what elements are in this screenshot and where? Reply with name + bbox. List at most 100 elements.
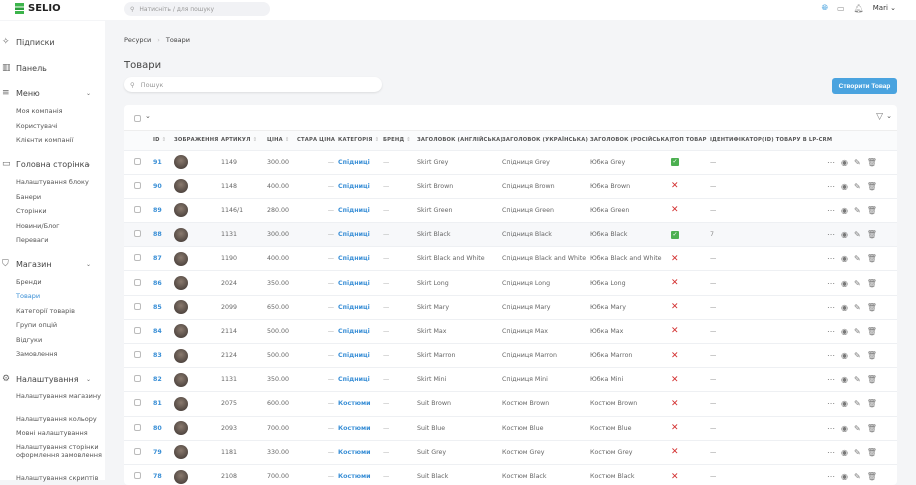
- create-product-button[interactable]: Створити Товар: [832, 78, 897, 94]
- category-link[interactable]: Спідниці: [338, 327, 370, 335]
- delete-icon[interactable]: 🗑︎: [866, 254, 877, 264]
- row-checkbox[interactable]: [134, 326, 141, 334]
- table-row[interactable]: 87 1190 400.00 — Спідниці — Skirt Black …: [124, 246, 897, 271]
- chevron-down-icon[interactable]: ⌄: [86, 161, 92, 168]
- sidebar-subitem[interactable]: Налаштування магазину: [16, 392, 101, 400]
- category-link[interactable]: Спідниці: [338, 158, 370, 166]
- more-icon[interactable]: ⋯: [827, 351, 835, 361]
- delete-icon[interactable]: 🗑︎: [866, 157, 877, 167]
- view-icon[interactable]: ◉: [841, 447, 848, 457]
- view-icon[interactable]: ◉: [841, 399, 848, 409]
- delete-icon[interactable]: 🗑︎: [866, 181, 877, 191]
- chevron-down-icon[interactable]: ⌄: [86, 376, 92, 383]
- category-link[interactable]: Спідниці: [338, 352, 370, 360]
- edit-icon[interactable]: ✎: [853, 351, 861, 361]
- sidebar-subitem[interactable]: Налаштування скриптів: [16, 474, 99, 482]
- view-icon[interactable]: ◉: [841, 181, 848, 191]
- more-icon[interactable]: ⋯: [827, 181, 835, 191]
- row-checkbox[interactable]: [134, 278, 141, 286]
- column-header[interactable]: ЦІНА ⇕: [267, 131, 297, 150]
- sidebar-subitem[interactable]: Сторінки: [16, 207, 47, 215]
- edit-icon[interactable]: ✎: [853, 399, 861, 409]
- more-icon[interactable]: ⋯: [827, 472, 835, 482]
- table-row[interactable]: 78 2108 700.00 — Костюми — Suit Black Ко…: [124, 463, 897, 485]
- product-id-link[interactable]: 86: [153, 279, 162, 287]
- more-icon[interactable]: ⋯: [827, 254, 835, 264]
- row-checkbox[interactable]: [134, 205, 141, 213]
- category-link[interactable]: Спідниці: [338, 376, 370, 384]
- row-checkbox[interactable]: [134, 302, 141, 310]
- sidebar-item-menu[interactable]: Меню: [16, 89, 40, 98]
- row-checkbox[interactable]: [134, 423, 141, 431]
- table-row[interactable]: 82 1131 350.00 — Спідниці — Skirt Mini С…: [124, 367, 897, 392]
- chevron-down-icon[interactable]: ⌄: [886, 112, 892, 120]
- chevron-down-icon[interactable]: ⌄: [145, 112, 151, 120]
- column-header[interactable]: ID ⇕: [153, 131, 174, 150]
- delete-icon[interactable]: 🗑︎: [866, 423, 877, 433]
- category-link[interactable]: Спідниці: [338, 303, 370, 311]
- sort-icon[interactable]: ⇕: [406, 137, 411, 144]
- more-icon[interactable]: ⋯: [827, 447, 835, 457]
- category-link[interactable]: Костюми: [338, 400, 371, 408]
- delete-icon[interactable]: 🗑︎: [866, 230, 877, 240]
- category-link[interactable]: Спідниці: [338, 182, 370, 190]
- product-id-link[interactable]: 83: [153, 352, 162, 360]
- product-id-link[interactable]: 82: [153, 376, 162, 384]
- user-menu[interactable]: Mari ⌄: [873, 4, 896, 12]
- view-icon[interactable]: ◉: [841, 351, 848, 361]
- sidebar-subitem[interactable]: Користувачі: [16, 122, 58, 130]
- edit-icon[interactable]: ✎: [853, 181, 861, 191]
- sidebar-subitem[interactable]: Налаштування сторінки оформлення замовле…: [16, 443, 102, 459]
- more-icon[interactable]: ⋯: [827, 157, 835, 167]
- product-id-link[interactable]: 78: [153, 473, 162, 481]
- table-row[interactable]: 80 2093 700.00 — Костюми — Suit Blue Кос…: [124, 415, 897, 441]
- view-icon[interactable]: ◉: [841, 375, 848, 385]
- edit-icon[interactable]: ✎: [853, 326, 861, 336]
- sidebar-subitem[interactable]: Бренди: [16, 278, 42, 286]
- column-header[interactable]: АРТИКУЛ ⇕: [221, 131, 267, 150]
- row-checkbox[interactable]: [134, 254, 141, 262]
- delete-icon[interactable]: 🗑︎: [866, 447, 877, 457]
- row-checkbox[interactable]: [134, 351, 141, 359]
- delete-icon[interactable]: 🗑︎: [866, 472, 877, 482]
- view-icon[interactable]: ◉: [841, 254, 848, 264]
- select-all-checkbox[interactable]: [134, 115, 141, 122]
- table-row[interactable]: 79 1181 330.00 — Костюми — Suit Grey Кос…: [124, 439, 897, 465]
- sidebar-subitem[interactable]: Категорії товарів: [16, 307, 75, 315]
- view-icon[interactable]: ◉: [841, 423, 848, 433]
- category-link[interactable]: Спідниці: [338, 206, 370, 214]
- sidebar-subitem[interactable]: Переваги: [16, 236, 49, 244]
- row-checkbox[interactable]: [134, 181, 141, 189]
- column-header[interactable]: БРЕНД ⇕: [383, 131, 417, 150]
- edit-icon[interactable]: ✎: [853, 230, 861, 240]
- sort-icon[interactable]: ⇕: [161, 137, 167, 144]
- column-header[interactable]: КАТЕГОРІЯ ⇕: [338, 131, 383, 150]
- table-row[interactable]: 81 2075 600.00 — Костюми — Suit Brown Ко…: [124, 391, 897, 417]
- sidebar-subitem[interactable]: Налаштування кольору: [16, 415, 97, 423]
- sidebar-item-settings[interactable]: Налаштування: [16, 375, 79, 384]
- delete-icon[interactable]: 🗑︎: [866, 302, 877, 312]
- view-icon[interactable]: ◉: [841, 472, 848, 482]
- table-row[interactable]: 83 2124 500.00 — Спідниці — Skirt Marron…: [124, 342, 897, 368]
- more-icon[interactable]: ⋯: [827, 302, 835, 312]
- more-icon[interactable]: ⋯: [827, 205, 835, 215]
- row-checkbox[interactable]: [134, 375, 141, 383]
- delete-icon[interactable]: 🗑︎: [866, 351, 877, 361]
- logo[interactable]: SELIO: [15, 3, 61, 14]
- category-link[interactable]: Костюми: [338, 448, 371, 456]
- sidebar-subitem[interactable]: Мовні налаштування: [16, 429, 88, 437]
- category-link[interactable]: Спідниці: [338, 231, 370, 239]
- sidebar-subitem[interactable]: Клієнти компанії: [16, 136, 74, 144]
- sidebar-subitem[interactable]: Відгуки: [16, 336, 43, 344]
- search-input[interactable]: ⚲ Пошук: [124, 77, 382, 92]
- table-row[interactable]: 88 1131 300.00 — Спідниці — Skirt Black …: [124, 222, 897, 247]
- product-id-link[interactable]: 87: [153, 255, 162, 263]
- table-row[interactable]: 86 2024 350.00 — Спідниці — Skirt Long С…: [124, 270, 897, 296]
- product-id-link[interactable]: 90: [153, 182, 162, 190]
- delete-icon[interactable]: 🗑︎: [866, 278, 877, 288]
- global-search[interactable]: ⚲ Натисніть / для пошуку: [124, 2, 270, 16]
- delete-icon[interactable]: 🗑︎: [866, 375, 877, 385]
- category-link[interactable]: Костюми: [338, 473, 371, 481]
- product-id-link[interactable]: 80: [153, 424, 162, 432]
- filter-icon[interactable]: ▽: [876, 112, 883, 122]
